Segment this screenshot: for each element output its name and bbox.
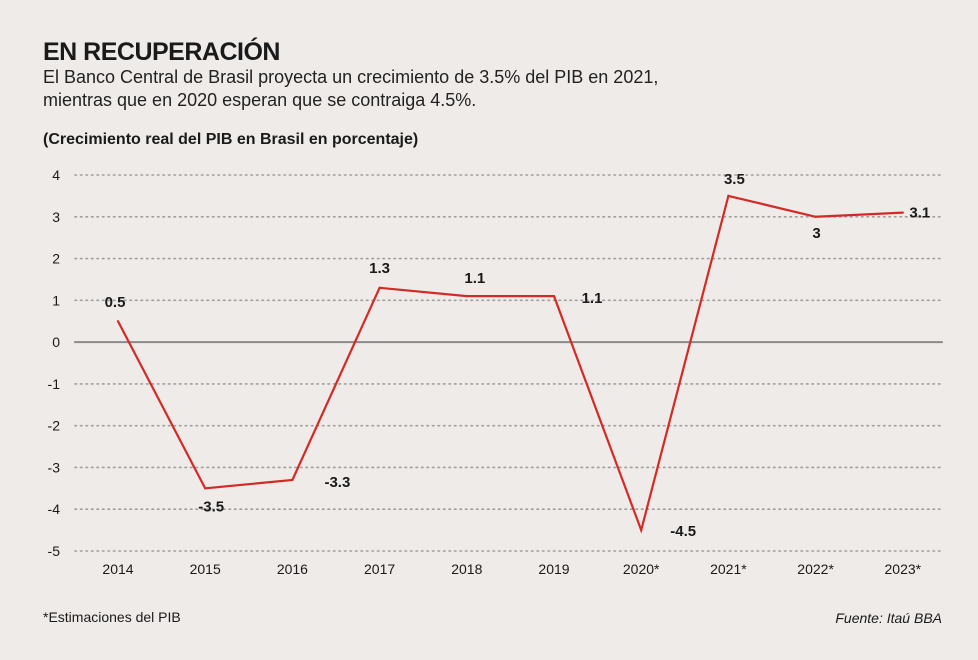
y-tick-label: 1 <box>52 292 60 308</box>
x-tick-label: 2017 <box>364 561 395 577</box>
data-point <box>640 529 643 532</box>
chart-title: EN RECUPERACIÓN <box>43 38 280 66</box>
y-axis-caption: (Crecimiento real del PIB en Brasil en p… <box>43 131 419 148</box>
y-tick-label: -2 <box>48 418 61 434</box>
y-tick-label: 4 <box>52 167 60 183</box>
data-label: 3.5 <box>724 171 745 188</box>
subtitle-line-2: mientras que en 2020 esperan que se cont… <box>43 90 477 110</box>
data-point <box>204 487 207 490</box>
y-tick-label: 3 <box>52 209 60 225</box>
x-tick-label: 2023* <box>885 561 922 577</box>
data-label: 1.1 <box>464 270 485 287</box>
data-point <box>378 286 381 289</box>
source-note: Fuente: Itaú BBA <box>835 610 942 626</box>
y-tick-label: 2 <box>52 251 60 267</box>
chart-subtitle: El Banco Central de Brasil proyecta un c… <box>43 66 943 112</box>
y-tick-label: -3 <box>48 459 61 475</box>
x-tick-label: 2015 <box>190 561 221 577</box>
footnote: *Estimaciones del PIB <box>43 609 181 625</box>
data-label: 3 <box>812 225 820 242</box>
y-tick-labels: 4 3 2 1 0 -1 -2 -3 -4 -5 <box>48 167 61 559</box>
data-point <box>116 320 120 323</box>
data-point <box>727 194 730 197</box>
series-layer <box>116 194 904 534</box>
x-tick-label: 2020* <box>623 561 660 577</box>
y-tick-label: -4 <box>48 501 61 517</box>
data-label: -3.3 <box>324 474 350 491</box>
data-point <box>814 215 817 218</box>
data-label: -4.5 <box>670 523 696 540</box>
grid-layer <box>74 174 943 552</box>
data-label: 3.1 <box>909 205 930 222</box>
data-labels: 0.5 -3.5 -3.3 1.3 1.1 1.1 -4.5 3.5 3 3.1 <box>105 171 931 540</box>
data-label: 1.3 <box>369 260 390 277</box>
data-point <box>291 478 294 482</box>
series-line <box>117 194 903 534</box>
y-tick-label: 0 <box>52 334 60 350</box>
subtitle-line-1: El Banco Central de Brasil proyecta un c… <box>43 67 659 87</box>
data-label: -3.5 <box>198 498 224 515</box>
x-tick-label: 2019 <box>538 561 569 577</box>
data-label: 0.5 <box>105 294 126 311</box>
data-label: 1.1 <box>582 290 603 307</box>
data-point <box>552 295 556 298</box>
y-tick-label: -1 <box>48 376 61 392</box>
x-tick-labels: 2014 2015 2016 2017 2018 2019 2020* 2021* 2022* 2… <box>102 561 921 577</box>
x-tick-label: 2018 <box>451 561 482 577</box>
x-tick-label: 2016 <box>277 561 308 577</box>
data-point <box>901 211 904 214</box>
y-tick-label: -5 <box>48 543 61 559</box>
x-tick-label: 2021* <box>710 561 747 577</box>
data-point <box>465 295 468 298</box>
x-tick-label: 2022* <box>797 561 834 577</box>
x-tick-label: 2014 <box>102 561 133 577</box>
